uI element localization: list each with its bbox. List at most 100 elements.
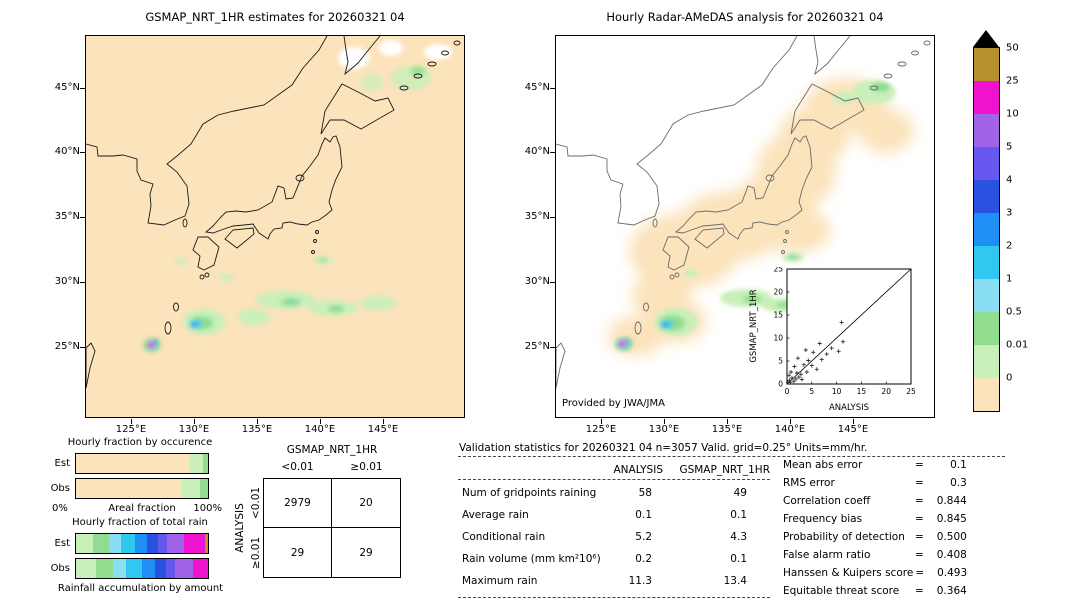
colorbar-band xyxy=(974,246,999,279)
total-rain-est-bar xyxy=(75,533,209,554)
lat-tick-mark xyxy=(80,88,85,89)
lon-tick-label: 125°E xyxy=(585,424,617,435)
colorbar-tick-label: 0.01 xyxy=(1006,339,1029,351)
contingency-cell-01: 20 xyxy=(332,479,400,528)
lon-tick-label: 145°E xyxy=(837,424,869,435)
metric-row: Equitable threat score = 0.364 xyxy=(783,585,967,597)
metric-value: 0.1 xyxy=(950,459,967,471)
contingency-col-header-ge: ≥0.01 xyxy=(350,461,383,473)
stat-label: Maximum rain xyxy=(462,575,538,587)
total-rain-obs-label: Obs xyxy=(50,563,70,574)
equals-sign: = xyxy=(915,567,925,579)
colorbar: 50 25 10 5 4 3 2 1 0.5 0.01 0 xyxy=(973,30,1053,412)
fraction-segment xyxy=(193,559,208,578)
colorbar-labels: 50 25 10 5 4 3 2 1 0.5 0.01 0 xyxy=(1006,43,1052,412)
metric-value: 0.408 xyxy=(936,549,967,561)
scatter-point xyxy=(795,356,800,361)
lat-tick-label: 30°N xyxy=(524,276,550,287)
stat-analysis-value: 11.3 xyxy=(628,575,652,587)
metric-value: 0.3 xyxy=(950,477,967,489)
svg-text:15: 15 xyxy=(857,387,867,396)
fraction-segment xyxy=(93,534,109,553)
colorbar-band xyxy=(974,147,999,180)
stats-col-gsmap: GSMAP_NRT_1HR xyxy=(679,464,770,476)
fraction-segment xyxy=(184,534,206,553)
colorbar-band xyxy=(974,345,999,378)
metric-label: Hanssen & Kuipers score xyxy=(783,567,914,579)
occurrence-est-bar xyxy=(75,453,209,474)
lon-tick-mark xyxy=(790,419,791,424)
fraction-segment xyxy=(202,454,208,473)
right-map-basemap xyxy=(556,36,934,417)
contingency-table: 2979 20 29 29 xyxy=(263,478,401,578)
colorbar-tick-label: 2 xyxy=(1006,240,1013,252)
metric-value: 0.364 xyxy=(936,585,967,597)
contingency-row-header-ge: ≥0.01 xyxy=(250,536,262,570)
stat-gsmap-value: 49 xyxy=(733,487,747,499)
svg-text:15: 15 xyxy=(773,311,783,320)
lat-tick-mark xyxy=(550,347,555,348)
scatter-point xyxy=(814,367,819,372)
svg-text:0: 0 xyxy=(785,387,790,396)
lon-tick-mark xyxy=(664,419,665,424)
lat-tick-mark xyxy=(550,217,555,218)
fraction-segment xyxy=(155,559,166,578)
lat-tick-label: 45°N xyxy=(54,82,80,93)
lon-tick-label: 135°E xyxy=(711,424,743,435)
stats-header: Validation statistics for 20260321 04 n=… xyxy=(459,442,868,454)
scatter-point xyxy=(791,379,796,384)
stat-gsmap-value: 4.3 xyxy=(730,531,747,543)
metric-row: False alarm ratio = 0.408 xyxy=(783,549,967,561)
svg-text:10: 10 xyxy=(773,334,783,343)
lat-tick-mark xyxy=(550,152,555,153)
fraction-segment xyxy=(141,559,156,578)
lat-tick-mark xyxy=(80,217,85,218)
lat-tick-label: 35°N xyxy=(54,211,80,222)
total-rain-obs-bar xyxy=(75,558,209,579)
metric-label: RMS error xyxy=(783,477,835,489)
colorbar-tick-label: 4 xyxy=(1006,174,1013,186)
lon-tick-label: 130°E xyxy=(648,424,680,435)
scatter-point xyxy=(817,341,822,346)
equals-sign: = xyxy=(915,531,924,543)
lat-tick-label: 30°N xyxy=(54,276,80,287)
left-map-frame xyxy=(85,35,465,418)
contingency-cell-00: 2979 xyxy=(264,479,332,528)
fraction-segment xyxy=(167,534,185,553)
colorbar-band xyxy=(974,312,999,345)
scatter-inset: 00 5 5 10 10 15 15 20 20 25 25 GSMAP_NRT_1HR ANALY… xyxy=(749,267,916,413)
scatter-point xyxy=(787,373,791,378)
fraction-segment xyxy=(165,559,175,578)
equals-sign: = xyxy=(915,477,924,489)
metric-label: Correlation coeff xyxy=(783,495,871,507)
colorbar-extend-triangle xyxy=(973,30,999,47)
dashed-divider-bottom xyxy=(458,597,770,598)
stats-row: Average rain 0.1 0.1 xyxy=(458,509,770,523)
fraction-segment xyxy=(76,559,96,578)
stats-row: Maximum rain 11.3 13.4 xyxy=(458,575,770,589)
lon-tick-mark xyxy=(383,419,384,424)
scatter-point xyxy=(809,363,814,368)
left-map: 45°N 40°N 35°N 30°N 25°N 125°E 130°E 135°E 140°E… xyxy=(55,35,465,435)
equals-sign: = xyxy=(915,513,924,525)
metric-row: Probability of detection = 0.500 xyxy=(783,531,967,543)
scatter-point xyxy=(801,362,806,367)
metric-label: Mean abs error xyxy=(783,459,863,471)
fraction-segment xyxy=(126,559,142,578)
occurrence-axis-min: 0% xyxy=(52,503,68,514)
lon-tick-mark xyxy=(257,419,258,424)
colorbar-tick-label: 1 xyxy=(1006,273,1013,285)
lat-tick-label: 40°N xyxy=(54,146,80,157)
metric-label: Equitable threat score xyxy=(783,585,900,597)
lat-tick-mark xyxy=(80,347,85,348)
colorbar-tick-label: 0 xyxy=(1006,372,1013,384)
lat-tick-label: 45°N xyxy=(524,82,550,93)
fraction-segment xyxy=(135,534,148,553)
fraction-segment xyxy=(95,559,113,578)
scatter-point xyxy=(803,348,808,352)
lat-tick-label: 25°N xyxy=(54,341,80,352)
lon-tick-mark xyxy=(320,419,321,424)
stat-label: Conditional rain xyxy=(462,531,546,543)
contingency-cell-10: 29 xyxy=(264,528,332,577)
metric-label: Frequency bias xyxy=(783,513,863,525)
